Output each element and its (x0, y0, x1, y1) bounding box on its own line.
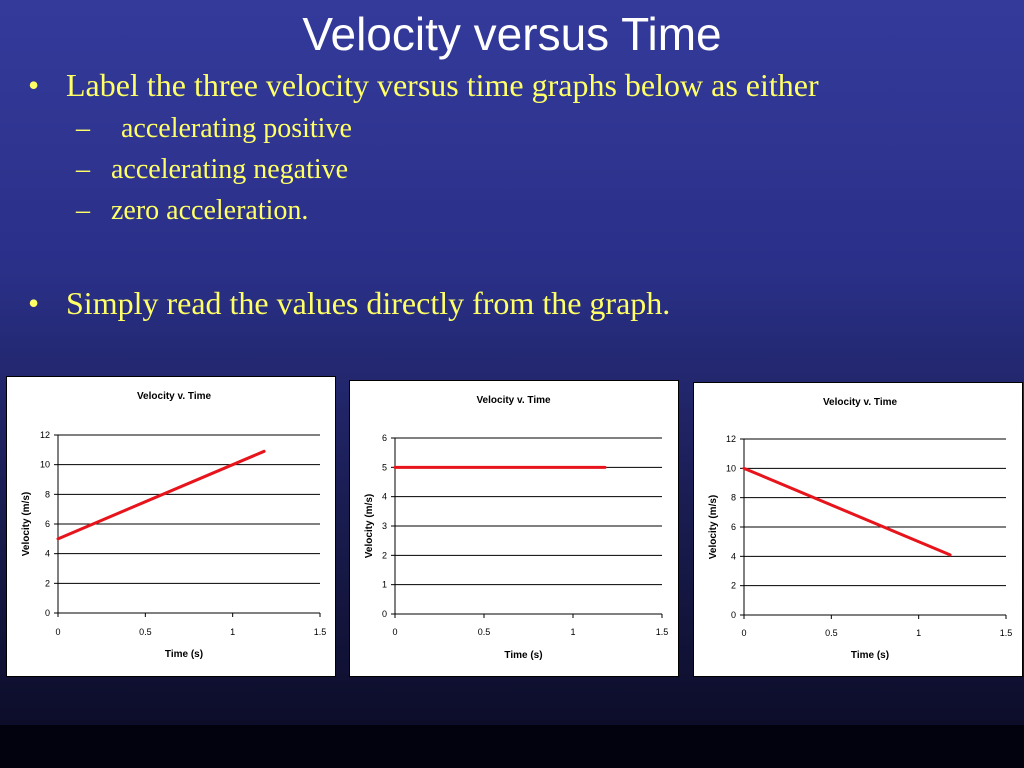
y-tick-label: 2 (45, 578, 50, 588)
x-tick-label: 0.5 (478, 627, 491, 637)
x-tick-label: 1 (570, 627, 575, 637)
y-tick-label: 5 (382, 462, 387, 472)
subitem-1-text: accelerating positive (121, 113, 352, 144)
y-tick-label: 2 (382, 550, 387, 560)
velocity-chart-1: Velocity v. Time 0 2 4 6 8 10 12 0 0.5 1 1.5 Time (s… (6, 376, 336, 677)
y-tick-label: 12 (40, 430, 50, 440)
y-tick-label: 2 (731, 581, 736, 591)
y-tick-label: 6 (45, 519, 50, 529)
x-tick-label: 1.5 (314, 627, 327, 637)
series-line (56, 449, 266, 541)
y-tick-label: 0 (45, 608, 50, 618)
x-axis-label: Time (s) (165, 649, 203, 660)
y-tick-label: 1 (382, 580, 387, 590)
y-tick-label: 6 (382, 433, 387, 443)
x-tick-label: 0.5 (139, 627, 152, 637)
y-tick-label: 0 (382, 609, 387, 619)
y-tick-label: 8 (45, 489, 50, 499)
x-tick-label: 0 (741, 628, 746, 638)
y-tick-label: 8 (731, 493, 736, 503)
series-line (742, 466, 952, 557)
bullet-2-text: Simply read the values directly from the… (66, 285, 671, 321)
x-axis-label: Time (s) (504, 650, 542, 661)
chart-1-svg: Velocity v. Time 0 2 4 6 8 10 12 0 0.5 1 1.5 Time (s… (21, 391, 327, 660)
y-tick-label: 4 (731, 551, 736, 561)
chart-3-svg: Velocity v. Time 0 2 4 6 8 10 12 0 0.5 1 1.5 Time (s… (708, 397, 1013, 661)
chart-title: Velocity v. Time (476, 395, 551, 406)
y-tick-label: 4 (45, 549, 50, 559)
chart-2-svg: Velocity v. Time 0 1 2 3 4 5 6 0 0.5 1 1.5 Time (s) V… (364, 395, 669, 661)
bullet-1-text: Label the three velocity versus time gra… (66, 67, 819, 103)
x-tick-label: 0 (55, 627, 60, 637)
y-tick-label: 10 (726, 463, 736, 473)
subitem-dash: – (76, 154, 90, 185)
y-tick-label: 4 (382, 492, 387, 502)
subitem-3-text: zero acceleration. (111, 195, 309, 226)
y-tick-label: 0 (731, 610, 736, 620)
x-tick-label: 1.5 (1000, 628, 1013, 638)
x-tick-label: 0.5 (825, 628, 838, 638)
x-tick-label: 1.5 (656, 627, 669, 637)
y-axis-label: Velocity (m/s) (364, 494, 375, 558)
footer-bar (0, 725, 1024, 768)
bullet-dot: • (28, 285, 40, 321)
chart-title: Velocity v. Time (823, 397, 898, 408)
subitem-dash: – (76, 113, 90, 144)
y-tick-label: 6 (731, 522, 736, 532)
velocity-chart-3: Velocity v. Time 0 2 4 6 8 10 12 0 0.5 1 1.5 Time (s… (693, 382, 1023, 677)
x-tick-label: 1 (916, 628, 921, 638)
x-tick-label: 1 (230, 627, 235, 637)
y-axis-label: Velocity (m/s) (21, 492, 32, 556)
subitem-dash: – (76, 195, 90, 226)
velocity-chart-2: Velocity v. Time 0 1 2 3 4 5 6 0 0.5 1 1.5 Time (s) V… (349, 380, 679, 677)
x-tick-label: 0 (392, 627, 397, 637)
slide-title: Velocity versus Time (302, 8, 722, 60)
chart-title: Velocity v. Time (137, 391, 212, 402)
y-tick-label: 3 (382, 521, 387, 531)
y-tick-label: 10 (40, 460, 50, 470)
x-axis-label: Time (s) (851, 650, 889, 661)
y-axis-label: Velocity (m/s) (708, 495, 719, 559)
bullet-dot: • (28, 67, 40, 103)
y-tick-label: 12 (726, 434, 736, 444)
subitem-2-text: accelerating negative (111, 154, 349, 185)
